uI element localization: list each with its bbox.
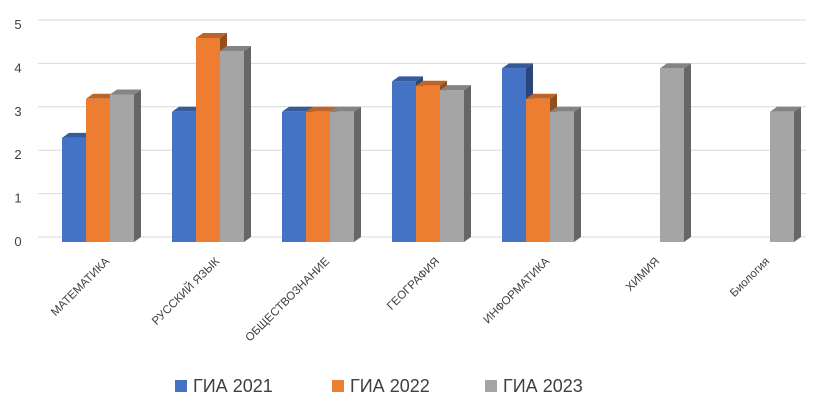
- legend-swatch: [485, 380, 497, 392]
- bar-top: [330, 106, 361, 112]
- bar-front: [526, 98, 550, 242]
- bar-front: [416, 85, 440, 242]
- bar-front: [770, 111, 794, 242]
- bar-top: [62, 132, 93, 138]
- y-tick-label: 4: [14, 60, 21, 75]
- bar-side: [354, 106, 361, 242]
- bar-front: [282, 111, 306, 242]
- x-tick-label: ГЕОГРАФИЯ: [385, 256, 442, 313]
- bar-side: [574, 106, 581, 242]
- bar-top: [660, 63, 691, 69]
- bar-top: [86, 93, 117, 99]
- bar-top: [172, 106, 203, 112]
- bar-front: [440, 90, 464, 242]
- bar-front: [306, 111, 330, 242]
- bar-top: [502, 63, 533, 69]
- legend-label: ГИА 2021: [193, 376, 273, 396]
- bar-side: [244, 46, 251, 242]
- bar-top: [282, 106, 313, 112]
- legend-item: ГИА 2023: [485, 376, 583, 396]
- bar-front: [330, 111, 354, 242]
- x-tick-label: РУССКИЙ ЯЗЫК: [149, 255, 222, 328]
- bar: [110, 89, 141, 242]
- bar: [770, 106, 801, 242]
- bar: [550, 106, 581, 242]
- legend-item: ГИА 2022: [332, 376, 430, 396]
- bar: [220, 46, 251, 242]
- x-tick-label: ХИМИЯ: [624, 256, 662, 294]
- legend-label: ГИА 2022: [350, 376, 430, 396]
- bar-side: [794, 106, 801, 242]
- bar-top: [416, 80, 447, 86]
- bar-side: [464, 85, 471, 242]
- legend-item: ГИА 2021: [175, 376, 273, 396]
- x-tick-label: ИНФОРМАТИКА: [482, 255, 553, 326]
- y-tick-label: 3: [14, 104, 21, 119]
- bar-front: [220, 51, 244, 242]
- bar-top: [440, 85, 471, 91]
- bar-top: [770, 106, 801, 112]
- legend-swatch: [332, 380, 344, 392]
- bar-front: [196, 38, 220, 242]
- bar-top: [306, 106, 337, 112]
- y-tick-label: 1: [14, 191, 21, 206]
- bar-front: [62, 137, 86, 242]
- y-axis-ticks: 0 1 2 3 4 5: [14, 17, 21, 249]
- x-tick-label: Биология: [728, 256, 772, 300]
- y-tick-label: 0: [14, 234, 21, 249]
- bar-side: [134, 89, 141, 242]
- bar-top: [392, 76, 423, 82]
- bar-side: [684, 63, 691, 243]
- bar-top: [526, 93, 557, 99]
- bar-front: [110, 94, 134, 242]
- bar: [660, 63, 691, 243]
- bar-top: [220, 46, 251, 52]
- bar-top: [196, 33, 227, 39]
- y-tick-label: 2: [14, 147, 21, 162]
- legend-label: ГИА 2023: [503, 376, 583, 396]
- bar-front: [502, 68, 526, 243]
- bar: [330, 106, 361, 242]
- x-tick-label: МАТЕМАТИКА: [49, 255, 112, 318]
- bar-front: [172, 111, 196, 242]
- x-axis-labels: МАТЕМАТИКА РУССКИЙ ЯЗЫК ОБЩЕСТВОЗНАНИЕ ГЕОГ…: [49, 255, 772, 345]
- bar-front: [550, 111, 574, 242]
- bar-top: [550, 106, 581, 112]
- x-tick-label: ОБЩЕСТВОЗНАНИЕ: [244, 255, 333, 344]
- bar-front: [660, 68, 684, 243]
- bar: [440, 85, 471, 242]
- bar-top: [110, 89, 141, 95]
- bar-front: [86, 98, 110, 242]
- legend: ГИА 2021 ГИА 2022 ГИА 2023: [175, 376, 583, 396]
- bar-front: [392, 81, 416, 242]
- y-tick-label: 5: [14, 17, 21, 32]
- bars: [62, 33, 801, 243]
- legend-swatch: [175, 380, 187, 392]
